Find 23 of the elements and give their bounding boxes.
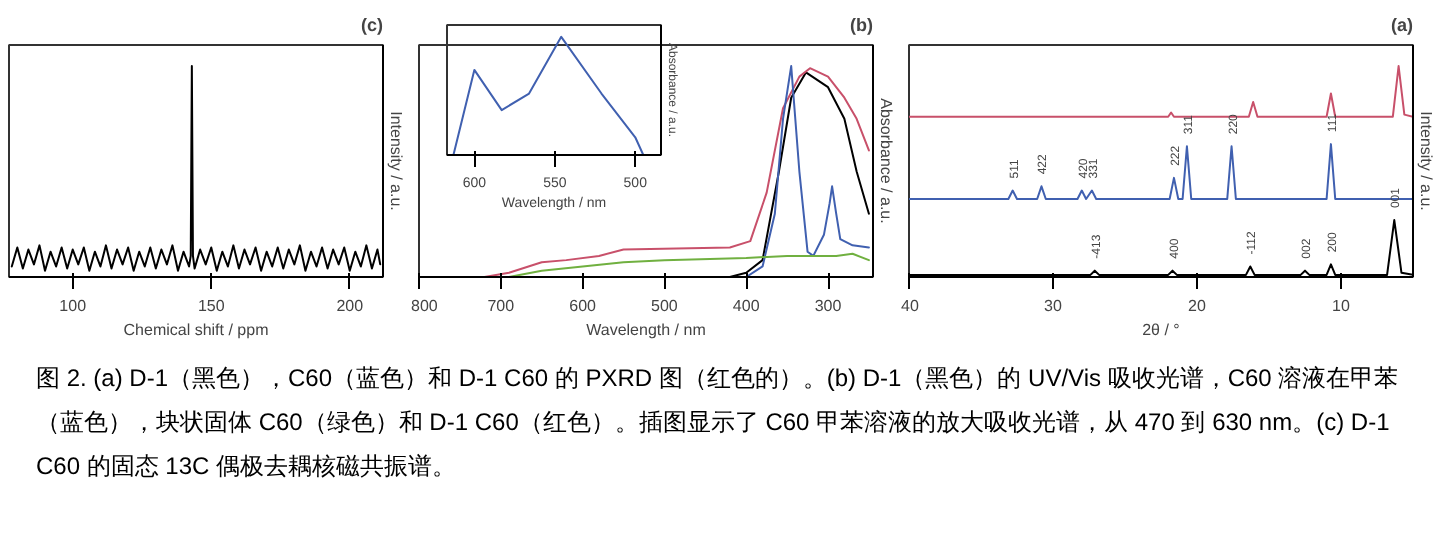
y-axis-title: Intensity / a.u. xyxy=(387,111,405,211)
x-axis-title: Wavelength / nm xyxy=(586,321,707,339)
x-axis-title: 2θ / ° xyxy=(1142,321,1180,339)
y-axis-title: Intensity / a.u. xyxy=(1417,111,1435,211)
chart-title: (c) xyxy=(361,15,384,35)
x-tick-label: 40 xyxy=(901,297,920,315)
x-tick-label: 20 xyxy=(1188,297,1207,315)
x-tick-label: 300 xyxy=(814,297,843,315)
x-tick-label: 100 xyxy=(59,297,88,315)
chart-title: (b) xyxy=(850,15,874,35)
x-tick-label: 10 xyxy=(1332,297,1351,315)
x-tick-label: 30 xyxy=(1044,297,1063,315)
x-tick-label: 600 xyxy=(569,297,598,315)
x-tick-label: 400 xyxy=(732,297,761,315)
chart-title: (a) xyxy=(1391,15,1414,35)
x-axis-title: Chemical shift / ppm xyxy=(123,321,270,339)
caption: 图 2. (a) D-1（黑色），C60（蓝色）和 D-1 C60 的 PXRD 图（红色的）。(b) D-1（黑色）的 UV/Vis 吸收光谱，C60 溶液在甲苯（蓝色），块状固体 C60（绿色）和 D-1 C60（红色）。插图显示了 C60 甲苯溶液的放大吸收光谱，从 470 到 630 nm。(c) D-1 C60 的固态 13C 偶极去耦核磁共振谱。 xyxy=(36,362,1401,484)
x-tick-label: 200 xyxy=(336,297,365,315)
x-tick-label: 800 xyxy=(411,297,439,315)
x-tick-label: 500 xyxy=(651,297,679,315)
y-axis-title: Absorbance / a.u. xyxy=(877,98,895,224)
x-tick-label: 150 xyxy=(197,297,226,315)
x-tick-label: 700 xyxy=(487,297,516,315)
